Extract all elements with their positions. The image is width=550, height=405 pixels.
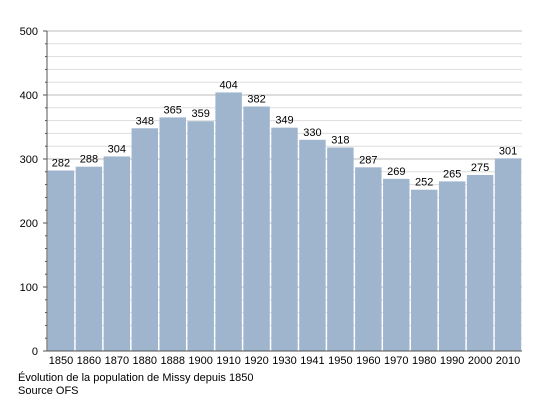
x-tick-label-1920: 1920	[244, 355, 268, 367]
bar-label-1880: 348	[136, 115, 154, 127]
bar-1900	[187, 121, 214, 352]
bar-label-1920: 382	[247, 94, 265, 106]
x-tick-label-1970: 1970	[384, 355, 408, 367]
x-tick-label-1860: 1860	[77, 355, 101, 367]
bars-group	[47, 92, 522, 352]
bar-label-1990: 265	[443, 168, 461, 180]
bar-label-1930: 349	[275, 115, 293, 127]
bar-label-1910: 404	[219, 79, 237, 91]
x-tick-label-2010: 2010	[496, 355, 520, 367]
x-tick-label-1980: 1980	[412, 355, 436, 367]
bar-1880	[131, 128, 159, 351]
bar-label-2000: 275	[471, 162, 489, 174]
bar-1850	[47, 170, 75, 351]
chart-caption-title: Évolution de la population de Missy depu…	[18, 372, 254, 384]
x-axis-ticks: 1850 1860 1870 1880 1888 1900 1910 1920 1930 1941…	[49, 355, 521, 367]
y-tick-label-500: 500	[20, 26, 38, 38]
bar-1970	[383, 178, 410, 351]
bar-label-1900: 359	[191, 108, 209, 120]
x-tick-label-2000: 2000	[468, 355, 492, 367]
bar-1870	[103, 156, 131, 351]
bar-label-1888: 365	[164, 104, 182, 116]
bar-label-1860: 288	[80, 154, 98, 166]
bar-label-1950: 318	[331, 134, 349, 146]
x-tick-label-1950: 1950	[328, 355, 352, 367]
x-tick-label-1888: 1888	[160, 355, 184, 367]
x-tick-label-1900: 1900	[188, 355, 212, 367]
chart-caption-source: Source OFS	[18, 385, 79, 397]
x-tick-label-1870: 1870	[105, 355, 129, 367]
bar-1980	[410, 189, 438, 351]
x-tick-label-1930: 1930	[272, 355, 296, 367]
bar-1930	[271, 127, 298, 351]
bar-1920	[243, 106, 270, 352]
y-tick-label-300: 300	[20, 154, 38, 166]
y-tick-label-100: 100	[20, 282, 38, 294]
bar-label-1960: 287	[359, 154, 377, 166]
bar-label-2010: 301	[499, 145, 517, 157]
bar-1950	[327, 147, 354, 351]
y-axis-ticks: 0 100 200 300 400 500	[20, 26, 47, 358]
x-tick-label-1990: 1990	[440, 355, 464, 367]
bar-label-1870: 304	[108, 143, 126, 155]
bar-1960	[355, 167, 382, 351]
y-tick-label-200: 200	[20, 218, 38, 230]
x-tick-label-1910: 1910	[216, 355, 240, 367]
bar-label-1850: 282	[52, 158, 70, 170]
y-tick-label-400: 400	[20, 90, 38, 102]
bar-1990	[438, 181, 466, 351]
bar-label-1941: 330	[303, 127, 321, 139]
axes-group	[46, 31, 522, 352]
x-tick-label-1941: 1941	[300, 355, 324, 367]
bar-2010	[494, 158, 522, 351]
y-tick-label-0: 0	[32, 346, 38, 358]
x-tick-label-1880: 1880	[133, 355, 157, 367]
bar-1941	[299, 139, 326, 351]
bar-1860	[75, 166, 103, 351]
bar-label-1970: 269	[387, 166, 405, 178]
x-tick-label-1850: 1850	[49, 355, 73, 367]
bar-2000	[466, 175, 494, 351]
bar-value-labels: 282 288 304 348 365 359 404 382 349 330 318 287 269 2…	[52, 79, 517, 188]
bar-1888	[159, 117, 186, 352]
x-tick-label-1960: 1960	[356, 355, 380, 367]
bar-1910	[215, 92, 242, 351]
bar-label-1980: 252	[415, 177, 433, 189]
